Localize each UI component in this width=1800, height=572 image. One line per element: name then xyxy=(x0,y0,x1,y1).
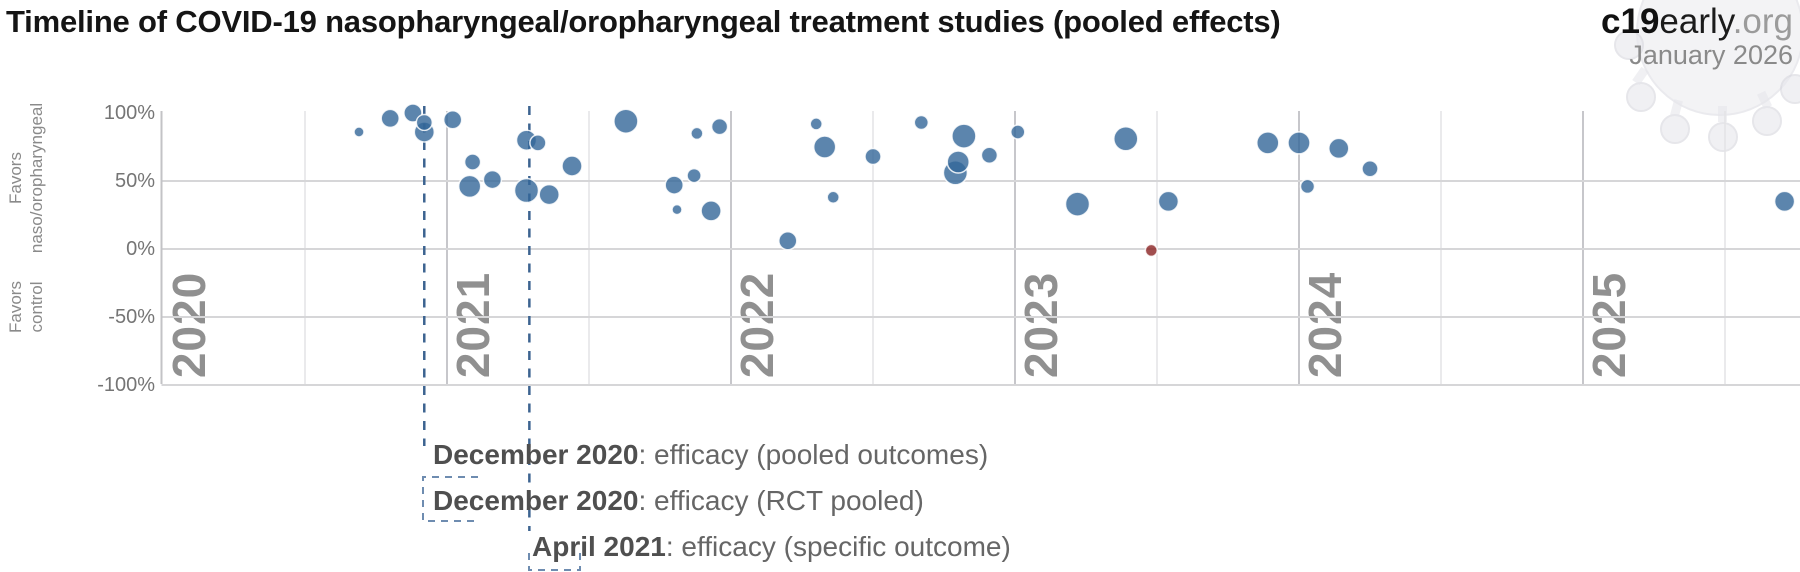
data-point[interactable] xyxy=(812,135,837,159)
annotation-row-pooled-outcomes: December 2020: efficacy (pooled outcomes… xyxy=(433,439,988,471)
annotation-date: December 2020 xyxy=(433,485,639,516)
data-point[interactable] xyxy=(946,150,970,174)
y-tick-label: -100% xyxy=(97,374,155,396)
annotation-text: : efficacy (pooled outcomes) xyxy=(638,439,989,470)
data-point[interactable] xyxy=(710,117,729,136)
data-point[interactable] xyxy=(1256,131,1280,155)
data-point[interactable] xyxy=(951,123,977,149)
data-point[interactable] xyxy=(561,155,583,177)
data-point[interactable] xyxy=(1299,178,1316,195)
data-point[interactable] xyxy=(513,177,540,204)
y-tick-label: 50% xyxy=(114,170,155,192)
brand-early[interactable]: early xyxy=(1659,2,1733,41)
data-point[interactable] xyxy=(613,108,639,134)
data-point[interactable] xyxy=(980,146,999,164)
data-point[interactable] xyxy=(664,175,684,195)
data-point[interactable] xyxy=(1287,131,1311,155)
data-point[interactable] xyxy=(1773,190,1796,213)
annotation-bracket-rct xyxy=(422,476,478,522)
report-date: January 2026 xyxy=(1629,40,1793,70)
brand-org[interactable]: .org xyxy=(1732,2,1793,41)
annotation-row-specific-outcome: April 2021: efficacy (specific outcome) xyxy=(532,531,1011,563)
data-point[interactable] xyxy=(1064,191,1091,217)
data-point[interactable] xyxy=(380,108,400,129)
data-point[interactable] xyxy=(353,126,365,138)
data-point[interactable] xyxy=(686,167,702,184)
data-point[interactable] xyxy=(463,153,482,171)
data-point[interactable] xyxy=(913,114,930,131)
annotation-text: : efficacy (RCT pooled) xyxy=(638,485,924,516)
annotation-bracket-april xyxy=(528,553,581,571)
data-point[interactable] xyxy=(826,190,840,205)
data-point[interactable] xyxy=(1010,124,1026,140)
data-point[interactable] xyxy=(809,117,823,131)
data-point[interactable] xyxy=(529,134,547,152)
y-tick-label: 0% xyxy=(126,238,155,260)
data-point[interactable] xyxy=(538,183,560,206)
y-tick-label: 100% xyxy=(103,102,155,124)
data-point[interactable] xyxy=(671,203,683,216)
brand-logo[interactable]: c19early.org xyxy=(1601,2,1793,42)
data-point[interactable] xyxy=(1328,137,1350,160)
data-point[interactable] xyxy=(864,147,882,166)
data-point-negative[interactable] xyxy=(1144,243,1159,258)
data-point[interactable] xyxy=(442,110,463,130)
y-tick-label: -50% xyxy=(108,306,155,328)
data-point[interactable] xyxy=(1361,160,1379,178)
annotation-row-rct-pooled: December 2020: efficacy (RCT pooled) xyxy=(433,485,924,517)
data-point[interactable] xyxy=(457,174,482,199)
annotation-date: December 2020 xyxy=(433,439,639,470)
data-point[interactable] xyxy=(482,169,503,190)
data-point[interactable] xyxy=(700,200,722,222)
data-point[interactable] xyxy=(690,126,704,141)
page-title: Timeline of COVID-19 nasopharyngeal/orop… xyxy=(6,4,1281,39)
data-point[interactable] xyxy=(778,231,798,251)
brand-c19[interactable]: c19 xyxy=(1601,2,1660,41)
data-point[interactable] xyxy=(1113,126,1139,152)
annotation-text: : efficacy (specific outcome) xyxy=(665,531,1011,562)
annotation-date: April 2021 xyxy=(532,531,666,562)
data-point[interactable] xyxy=(415,113,434,132)
data-point[interactable] xyxy=(1157,190,1180,213)
